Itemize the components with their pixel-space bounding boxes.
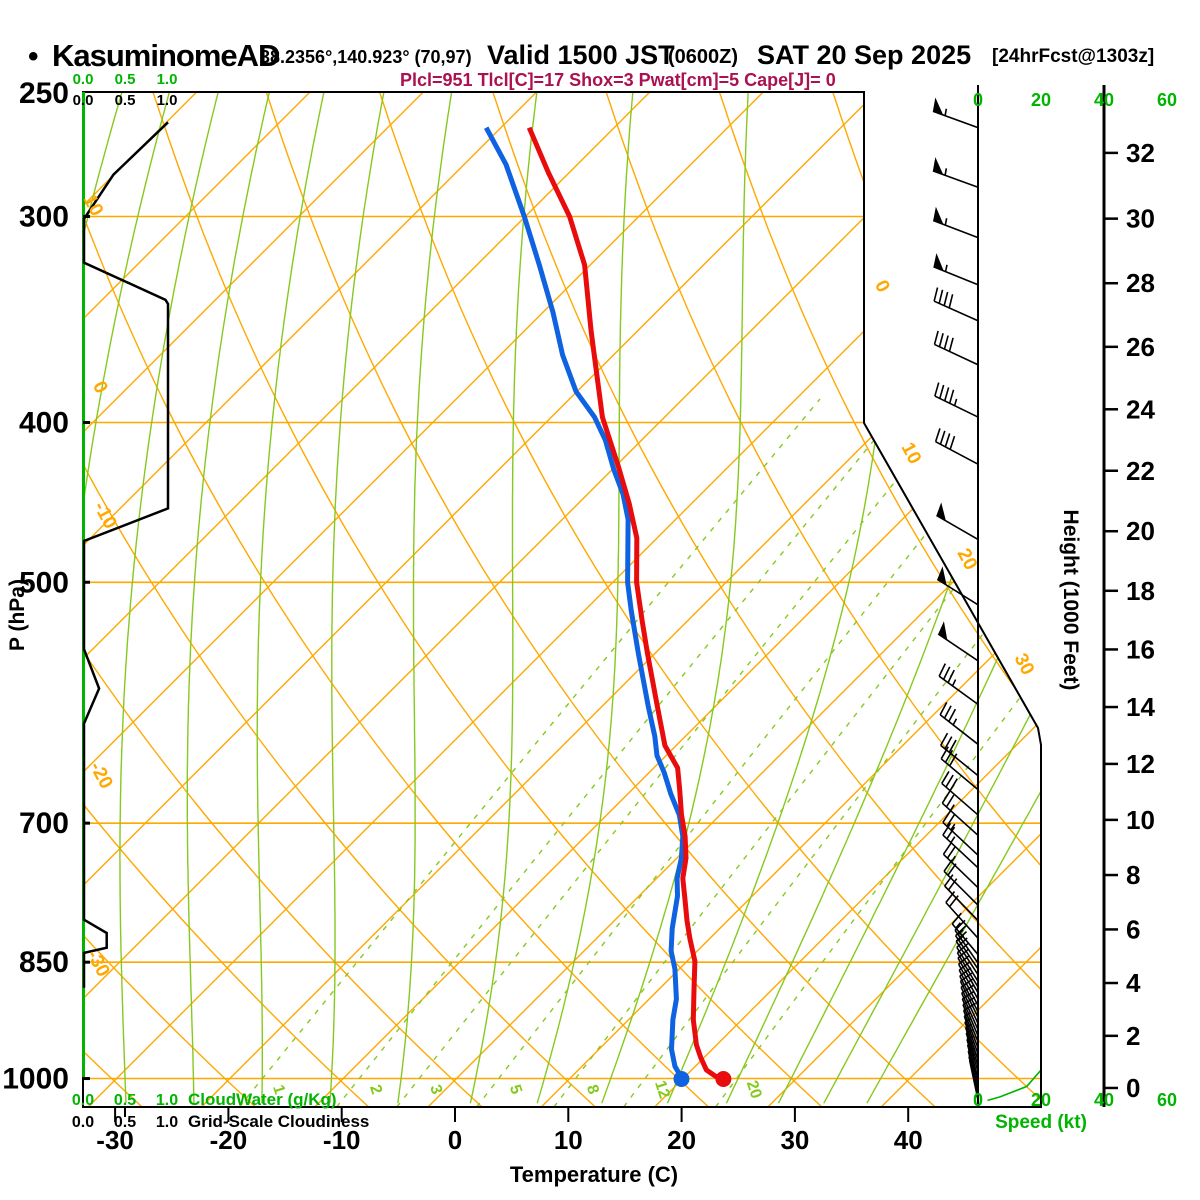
svg-text:Grid-Scale Cloudiness: Grid-Scale Cloudiness [188,1112,369,1131]
station-name: KasuminomeAD [52,38,280,73]
svg-text:-10: -10 [323,1125,361,1155]
svg-text:30: 30 [1010,650,1038,679]
svg-text:850: 850 [19,946,69,979]
svg-text:1000: 1000 [2,1063,69,1096]
svg-text:20: 20 [953,545,981,574]
svg-text:0.0: 0.0 [73,92,94,109]
svg-text:10: 10 [554,1125,583,1155]
svg-text:0.5: 0.5 [114,1092,136,1109]
svg-text:0: 0 [1126,1073,1140,1103]
svg-text:Speed (kt): Speed (kt) [995,1112,1087,1133]
svg-text:20: 20 [1031,90,1051,110]
svg-text:700: 700 [19,807,69,840]
svg-text:300: 300 [19,201,69,234]
svg-text:20: 20 [1031,1090,1051,1110]
svg-text:1.0: 1.0 [157,92,178,109]
svg-text:-20: -20 [85,758,116,792]
svg-text:CloudWater (g/Kg): CloudWater (g/Kg) [188,1090,337,1109]
svg-text:60: 60 [1157,1090,1177,1110]
station-bullet-icon: • [28,40,39,73]
svg-text:Height (1000 Feet): Height (1000 Feet) [1059,510,1082,691]
surface-dewpoint-dot [673,1071,690,1087]
svg-text:0: 0 [448,1125,462,1155]
svg-text:3: 3 [426,1083,445,1097]
svg-text:16: 16 [1126,634,1155,664]
svg-text:60: 60 [1157,90,1177,110]
svg-text:1.0: 1.0 [156,1114,178,1131]
svg-text:2: 2 [366,1083,385,1097]
svg-text:30: 30 [780,1125,809,1155]
svg-text:0.0: 0.0 [72,1092,94,1109]
svg-text:40: 40 [1094,90,1114,110]
svg-text:500: 500 [19,566,69,599]
svg-text:0.5: 0.5 [115,92,136,109]
valid-time: Valid 1500 JST [487,40,675,70]
svg-text:30: 30 [1126,204,1155,234]
svg-text:5: 5 [506,1083,525,1097]
svg-text:22: 22 [1126,456,1155,486]
svg-text:40: 40 [1094,1090,1114,1110]
svg-text:8: 8 [1126,860,1140,890]
valid-time-utc: (0600Z) [668,46,739,68]
dewpoint-curve [483,126,686,1080]
forecast-tag: [24hrFcst@1303z] [992,46,1155,67]
svg-text:18: 18 [1126,576,1155,606]
svg-text:0.0: 0.0 [73,71,94,88]
svg-text:32: 32 [1126,138,1155,168]
svg-text:14: 14 [1126,692,1155,722]
svg-text:20: 20 [1126,516,1155,546]
svg-text:4: 4 [1126,968,1141,998]
svg-text:Temperature (C): Temperature (C) [510,1162,678,1187]
svg-text:250: 250 [19,77,69,110]
svg-text:0: 0 [88,378,112,397]
station-coordinates: 38.2356°,140.923° (70,97) [260,47,472,67]
stability-parameters: Plcl=951 Tlcl[C]=17 Shox=3 Pwat[cm]=5 Ca… [400,70,836,90]
svg-text:28: 28 [1126,268,1155,298]
svg-text:24: 24 [1126,394,1155,424]
svg-text:2: 2 [1126,1021,1140,1051]
valid-date: SAT 20 Sep 2025 [757,40,972,70]
wind-barbs [932,97,979,1100]
svg-text:0.5: 0.5 [115,71,136,88]
svg-text:1.0: 1.0 [157,71,178,88]
background-grid [83,92,1041,1107]
svg-text:6: 6 [1126,914,1140,944]
svg-text:-30: -30 [96,1125,134,1155]
svg-text:10: 10 [897,439,925,468]
svg-text:0: 0 [973,1090,983,1110]
svg-text:P (hPa): P (hPa) [6,579,29,651]
svg-text:20: 20 [667,1125,696,1155]
svg-text:0.5: 0.5 [114,1114,136,1131]
surface-temperature-dot [715,1071,732,1087]
svg-text:12: 12 [1126,749,1155,779]
svg-text:26: 26 [1126,332,1155,362]
svg-text:1.0: 1.0 [156,1092,178,1109]
svg-text:10: 10 [1126,805,1155,835]
svg-text:0: 0 [870,277,894,296]
svg-text:8: 8 [583,1083,602,1097]
svg-text:0: 0 [973,90,983,110]
svg-text:40: 40 [894,1125,923,1155]
svg-text:0.0: 0.0 [72,1114,94,1131]
svg-text:-20: -20 [210,1125,248,1155]
svg-text:12: 12 [651,1079,673,1101]
svg-text:400: 400 [19,406,69,439]
plot-border [82,91,1042,1108]
cloudiness-profile-line [82,121,170,1081]
temperature-curve [526,126,725,1081]
svg-text:20: 20 [743,1079,765,1101]
